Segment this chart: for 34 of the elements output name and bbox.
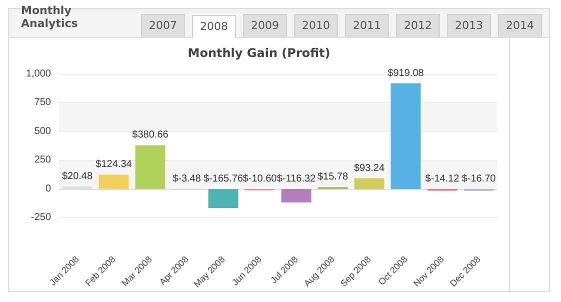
y-tick-label: 250	[34, 154, 52, 166]
data-label: $919.08	[388, 68, 424, 79]
data-label: $-16.70	[462, 174, 496, 184]
text: 2007	[140, 14, 185, 37]
data-label: $-14.12	[425, 174, 460, 184]
data-label: $-3.48	[172, 174, 202, 184]
bar	[354, 178, 384, 189]
y-tick-label: 750	[34, 97, 52, 108]
y-tick-label: -250	[30, 212, 52, 224]
y-tick-label: 0	[45, 184, 52, 194]
text: 2012	[396, 14, 440, 37]
y-tick-label: 500	[34, 126, 52, 137]
bar	[98, 174, 129, 189]
text: Monthly Analytics	[20, 4, 79, 32]
data-label: $-116.32	[276, 174, 316, 184]
bar	[208, 189, 238, 208]
chart-title: Monthly Gain (Profit)	[188, 46, 330, 60]
bar	[390, 83, 421, 189]
data-label: $-10.60	[242, 174, 278, 184]
text: 2009	[242, 14, 287, 37]
data-label: $-165.76	[204, 174, 244, 184]
data-label: $124.34	[96, 159, 132, 170]
y-tick-label: 1,000	[26, 68, 52, 80]
text: 2010	[294, 14, 338, 37]
data-label: $380.66	[132, 130, 169, 141]
text: 2011	[344, 14, 389, 37]
bar	[135, 145, 166, 189]
data-label: $20.48	[62, 171, 93, 182]
bar	[281, 189, 312, 202]
data-label: $15.78	[317, 172, 348, 183]
text: 2014	[498, 14, 542, 37]
text: 2008	[192, 15, 236, 38]
data-label: $93.24	[354, 162, 385, 174]
text: 2013	[446, 14, 491, 37]
